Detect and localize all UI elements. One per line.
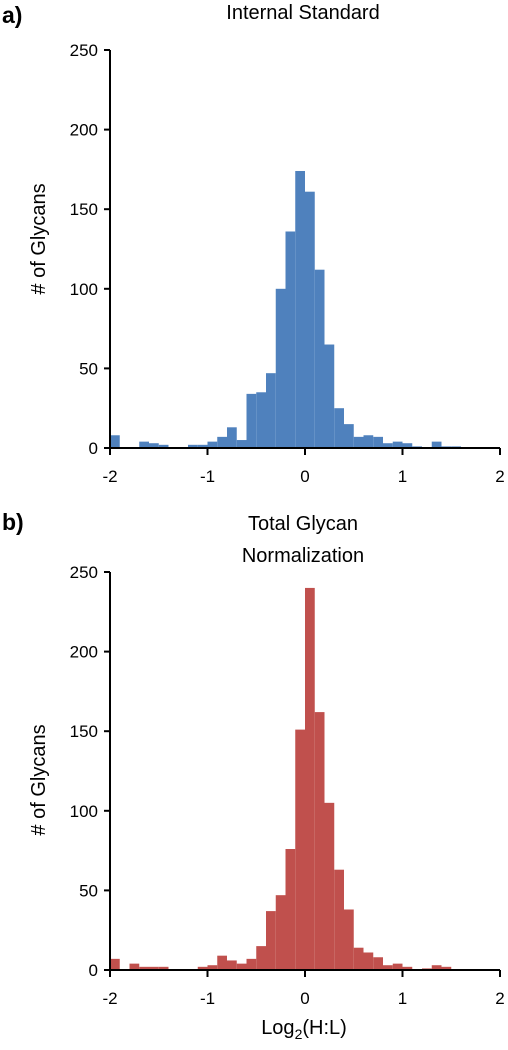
x-axis-title-rest: (H:L): [302, 1017, 346, 1039]
panel-b-title-line-2: Normalization: [242, 545, 364, 567]
panel-a-bar: [383, 443, 393, 448]
panel-b-bar: [431, 965, 442, 970]
panel-b-bar: [197, 966, 208, 970]
panel-b-x-tick-label: 0: [300, 989, 309, 1008]
x-axis-title-subscript: 2: [295, 1026, 303, 1042]
panel-b-bar: [344, 909, 354, 970]
panel-a-bar: [431, 441, 442, 448]
panel-a-x-tick-label: 0: [300, 467, 309, 486]
panel-a-bar: [197, 444, 208, 448]
panel-b-bar: [305, 587, 315, 970]
panel-b-bar: [110, 958, 120, 970]
panel-a-bars: [110, 170, 461, 449]
panel-b-bar: [275, 895, 286, 970]
x-axis-title-main: Log: [261, 1017, 294, 1039]
panel-b-bar: [402, 966, 413, 970]
panel-a-bar: [227, 427, 237, 448]
panel-a-x-tick-label: 1: [398, 467, 407, 486]
panel-b-bar: [383, 965, 393, 970]
panel-a-bar: [363, 435, 374, 448]
panel-a-bar: [353, 436, 364, 448]
panel-b-y-tick-label: 200: [70, 643, 98, 662]
panel-b: b) Total Glycan Normalization # of Glyca…: [2, 509, 505, 1042]
panel-b-title-line-1: Total Glycan: [248, 513, 358, 535]
panel-a-label: a): [2, 2, 22, 28]
panel-b-bar: [158, 966, 169, 970]
panel-b-bar: [314, 712, 325, 970]
panel-a: a) Internal Standard # of Glycans 050100…: [2, 2, 505, 486]
panel-a-bar: [344, 424, 354, 448]
panel-a-bar: [305, 191, 315, 448]
panel-b-x-tick-label: 1: [398, 989, 407, 1008]
panel-b-bar: [353, 947, 364, 970]
panel-a-x-ticks: -2 -1 0 1 2: [102, 448, 505, 486]
panel-a-y-tick-label: 0: [89, 439, 98, 458]
panel-b-bar: [334, 869, 344, 970]
panel-a-bar: [275, 288, 286, 448]
panel-b-x-tick-label: -1: [200, 989, 215, 1008]
panel-a-y-tick-label: 150: [70, 200, 98, 219]
panel-b-bars: [110, 587, 452, 970]
panel-a-bar: [149, 443, 159, 448]
panel-a-bar: [285, 231, 296, 448]
panel-a-bar: [139, 441, 149, 448]
panel-a-bar: [110, 435, 120, 448]
panel-a-y-axis-title: # of Glycans: [28, 183, 50, 294]
panel-a-x-tick-label: -1: [200, 467, 215, 486]
panel-a-x-tick-label: 2: [495, 467, 504, 486]
panel-a-title: Internal Standard: [226, 2, 379, 24]
panel-a-bar: [266, 373, 276, 448]
panel-a-bar: [188, 444, 198, 448]
panel-b-bar: [266, 911, 276, 970]
panel-a-bar: [158, 444, 169, 448]
panel-a-bar: [324, 344, 335, 448]
panel-b-y-ticks: 0 50 100 150 200 250: [70, 563, 110, 980]
panel-b-bar: [363, 952, 374, 970]
panel-a-bar: [314, 269, 325, 448]
panel-b-y-tick-label: 0: [89, 961, 98, 980]
panel-b-bar: [373, 957, 383, 970]
panel-a-x-tick-label: -2: [102, 467, 117, 486]
panel-b-bar: [246, 958, 257, 970]
panel-b-x-ticks: -2 -1 0 1 2: [102, 970, 505, 1008]
panel-a-y-tick-label: 250: [70, 41, 98, 60]
panel-b-y-axis-title: # of Glycans: [28, 724, 50, 835]
panel-b-y-tick-label: 250: [70, 563, 98, 582]
panel-a-y-tick-label: 100: [70, 280, 98, 299]
panel-a-y-tick-label: 200: [70, 121, 98, 140]
panel-b-bar: [207, 965, 218, 970]
panel-a-bar: [246, 393, 257, 448]
panel-b-bar: [285, 849, 296, 970]
panel-b-bar: [441, 966, 452, 970]
panel-b-bar: [236, 963, 247, 970]
panel-a-y-tick-label: 50: [79, 359, 98, 378]
panel-a-bar: [392, 441, 403, 448]
panel-b-bar: [324, 802, 335, 970]
panel-a-bar: [334, 408, 344, 448]
panel-a-bar: [256, 392, 266, 448]
panel-b-bar: [217, 955, 227, 970]
panel-b-bar: [256, 946, 266, 970]
panel-b-y-tick-label: 100: [70, 802, 98, 821]
panel-a-bar: [373, 436, 383, 448]
panel-a-bar: [236, 440, 247, 448]
panel-b-label: b): [2, 509, 24, 535]
panel-a-y-ticks: 0 50 100 150 200 250: [70, 41, 110, 458]
panel-b-x-tick-label: -2: [102, 989, 117, 1008]
panel-b-bar: [295, 729, 305, 970]
panel-a-bar: [207, 441, 218, 448]
panel-a-bar: [217, 436, 227, 448]
panel-b-bar: [227, 960, 237, 970]
panel-b-bar: [149, 966, 159, 970]
panel-b-y-tick-label: 150: [70, 722, 98, 741]
panel-b-x-axis-title: Log2(H:L): [261, 1017, 347, 1042]
panel-b-y-tick-label: 50: [79, 881, 98, 900]
panel-b-bar: [129, 963, 140, 970]
panel-b-bar: [139, 966, 149, 970]
panel-b-bar: [392, 963, 403, 970]
panel-b-x-tick-label: 2: [495, 989, 504, 1008]
panel-a-bar: [295, 170, 305, 449]
panel-a-bar: [402, 443, 413, 448]
